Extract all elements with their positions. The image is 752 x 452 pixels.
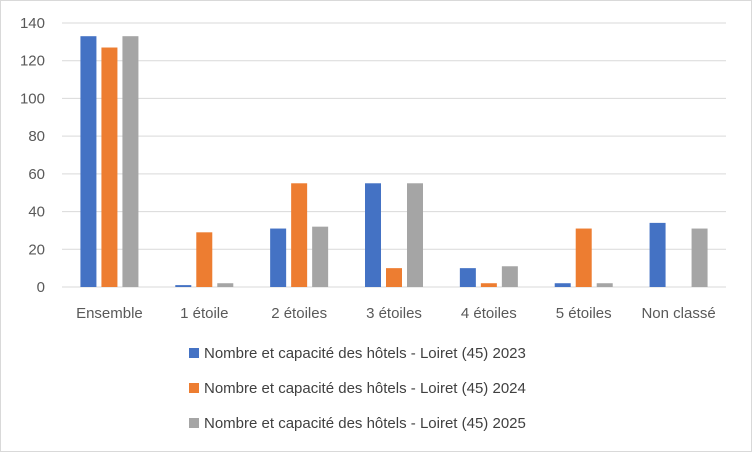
legend-swatch (189, 383, 199, 393)
bar-series-1-4 (459, 268, 476, 287)
bar-series-3-4 (501, 266, 518, 287)
y-tick-label: 40 (28, 204, 45, 221)
y-tick-label: 60 (28, 166, 45, 183)
x-category-label: 5 étoiles (556, 305, 612, 322)
legend-label: Nombre et capacité des hôtels - Loiret (… (204, 380, 526, 397)
bars (80, 36, 708, 288)
legend: Nombre et capacité des hôtels - Loiret (… (189, 345, 526, 432)
legend-label: Nombre et capacité des hôtels - Loiret (… (204, 345, 526, 362)
bar-series-3-0 (122, 36, 139, 288)
legend-label: Nombre et capacité des hôtels - Loiret (… (204, 415, 526, 432)
y-tick-label: 140 (20, 15, 45, 32)
bar-series-1-1 (175, 285, 192, 287)
bar-series-2-1 (196, 232, 213, 287)
bar-series-3-5 (596, 283, 613, 287)
bar-series-1-5 (554, 283, 571, 287)
y-tick-label: 80 (28, 128, 45, 145)
bar-series-3-1 (217, 283, 234, 287)
bar-series-2-4 (480, 283, 497, 287)
bar-series-3-2 (312, 226, 329, 287)
bar-series-2-2 (291, 183, 308, 287)
x-category-label: 2 étoiles (271, 305, 327, 322)
x-category-label: 4 étoiles (461, 305, 517, 322)
bar-series-1-6 (649, 222, 666, 287)
x-category-label: Ensemble (76, 305, 143, 322)
bar-series-1-2 (270, 228, 287, 287)
bar-series-3-3 (407, 183, 423, 287)
x-axis-labels: Ensemble 1 étoile 2 étoiles 3 étoiles 4 étoi… (76, 305, 716, 322)
bar-series-2-5 (575, 228, 592, 287)
gridlines (62, 22, 726, 288)
y-tick-label: 20 (28, 241, 45, 258)
bar-series-1-3 (365, 183, 381, 287)
legend-swatch (189, 348, 199, 358)
y-tick-label: 100 (20, 90, 45, 107)
legend-swatch (189, 418, 199, 428)
bar-series-1-0 (80, 36, 97, 288)
x-category-label: Non classé (641, 305, 715, 322)
y-axis-ticks: 0 20 40 60 80 100 120 140 (20, 15, 45, 296)
bar-series-3-6 (691, 228, 708, 287)
x-category-label: 1 étoile (180, 305, 228, 322)
y-tick-label: 120 (20, 53, 45, 70)
x-category-label: 3 étoiles (366, 305, 422, 322)
bar-series-2-3 (386, 268, 402, 287)
y-tick-label: 0 (37, 279, 45, 296)
bar-series-2-0 (101, 47, 118, 288)
